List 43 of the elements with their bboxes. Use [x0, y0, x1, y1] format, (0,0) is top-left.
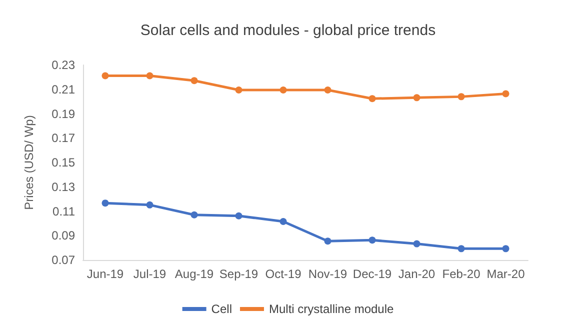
- x-tick-label: Sep-19: [219, 267, 258, 281]
- point: [368, 95, 376, 102]
- x-tick-label: Jul-19: [133, 267, 166, 281]
- x-tick-label: Nov-19: [308, 267, 348, 281]
- point: [413, 94, 420, 102]
- x-tick-label: Oct-19: [265, 267, 302, 281]
- y-axis-title: Prices (USD/ Wp): [22, 115, 36, 210]
- point: [324, 86, 332, 94]
- y-tick-label: 0.07: [52, 253, 76, 267]
- x-tick-label: Aug-19: [174, 267, 214, 281]
- x-tick-label: Dec-19: [352, 267, 392, 281]
- point: [146, 201, 154, 208]
- x-tick-label: Jun-19: [86, 267, 124, 281]
- point: [235, 86, 242, 94]
- x-tick-label: Feb-20: [442, 267, 481, 281]
- point: [102, 72, 109, 80]
- point: [280, 218, 287, 225]
- x-tick-label: Jan-20: [398, 267, 436, 281]
- point: [502, 90, 510, 98]
- point: [413, 240, 420, 248]
- y-tick-label: 0.19: [52, 106, 76, 121]
- point: [190, 77, 198, 84]
- point: [458, 93, 465, 100]
- point: [190, 211, 198, 218]
- y-tick-label: 0.17: [52, 131, 76, 146]
- chart-title: Solar cells and modules - global price trends: [140, 22, 436, 39]
- point: [146, 72, 154, 80]
- legend-label: Multi crystalline module: [268, 302, 394, 316]
- legend-label: Cell: [211, 302, 232, 316]
- y-tick-label: 0.09: [52, 228, 76, 243]
- y-tick-label: 0.15: [52, 156, 76, 170]
- point: [235, 212, 242, 220]
- point: [368, 236, 376, 244]
- point: [102, 200, 109, 207]
- point: [280, 86, 287, 94]
- y-tick-label: 0.13: [52, 180, 76, 194]
- point: [502, 245, 510, 252]
- y-tick-label: 0.21: [52, 82, 76, 96]
- point: [324, 238, 332, 245]
- y-tick-label: 0.23: [52, 58, 76, 72]
- y-tick-label: 0.11: [52, 204, 76, 218]
- x-tick-label: Mar-20: [486, 267, 526, 281]
- point: [458, 245, 465, 252]
